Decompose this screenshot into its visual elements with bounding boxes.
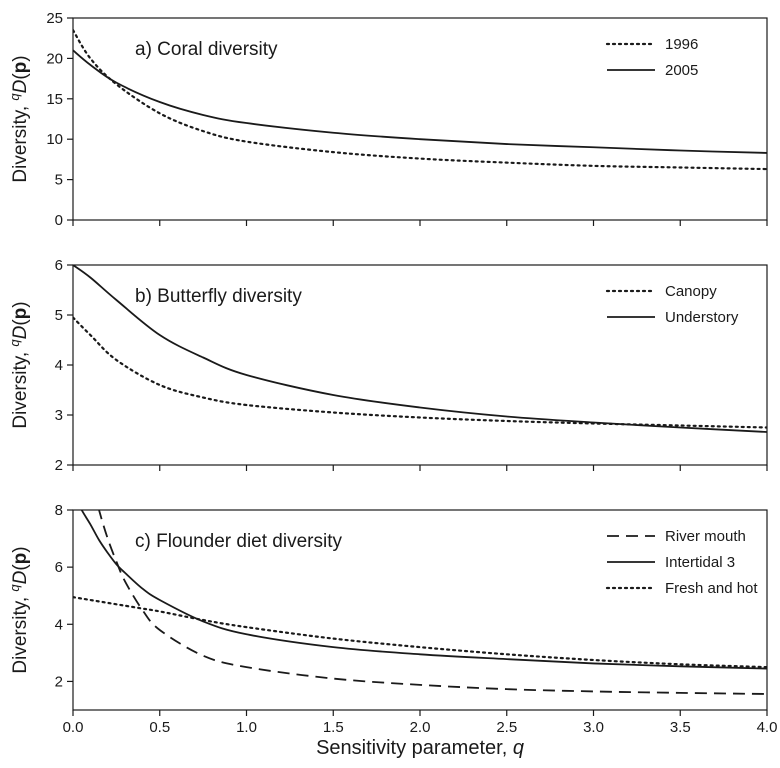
y-tick-label: 5 [55, 307, 63, 324]
y-tick-label: 0 [55, 212, 63, 229]
y-axis-label-paren: ( [10, 319, 31, 326]
y-tick-label: 8 [55, 502, 63, 519]
y-axis-label-d: D [10, 79, 31, 93]
y-tick-label: 10 [46, 131, 63, 148]
x-axis-label-var: q [513, 737, 524, 759]
y-axis-label-close: ) [10, 301, 31, 307]
legend-label: 1996 [665, 36, 698, 53]
y-tick-label: 25 [46, 10, 63, 27]
y-axis-label-text: Diversity, [10, 101, 31, 183]
y-axis-label-paren: ( [10, 564, 31, 571]
x-tick-label: 3.5 [670, 719, 691, 736]
series-line-fresh-and-hot [73, 596, 767, 669]
panel-title: c) Flounder diet diversity [135, 531, 342, 552]
y-tick-label: 20 [46, 50, 63, 67]
y-tick-label: 6 [55, 559, 63, 576]
x-tick-label: 1.5 [323, 719, 344, 736]
x-axis-label-text: Sensitivity parameter, [316, 737, 513, 759]
y-axis-label-sup: q [7, 584, 22, 592]
y-axis-label-close: ) [10, 55, 31, 61]
y-tick-label: 4 [55, 616, 63, 633]
y-axis-label: Diversity, qD(p) [7, 301, 31, 428]
legend-label: Canopy [665, 283, 717, 300]
y-axis-label: Diversity, qD(p) [7, 546, 31, 673]
series-group [73, 29, 767, 171]
x-tick-label: 4.0 [757, 719, 778, 736]
y-axis-label-close: ) [10, 546, 31, 552]
series-line-river-mouth [98, 510, 767, 695]
y-axis-label-sup: q [7, 93, 22, 101]
x-tick-label: 2.5 [496, 719, 517, 736]
panel-title: a) Coral diversity [135, 39, 278, 60]
x-axis-label: Sensitivity parameter, q [316, 737, 524, 759]
y-tick-label: 6 [55, 257, 63, 274]
legend-label: Intertidal 3 [665, 554, 735, 571]
y-axis-label-p: p [10, 553, 31, 565]
legend-label: River mouth [665, 528, 746, 545]
x-tick-label: 1.0 [236, 719, 257, 736]
series-group [73, 265, 767, 433]
y-axis-label-paren: ( [10, 73, 31, 80]
x-tick-label: 2.0 [410, 719, 431, 736]
legend-label: 2005 [665, 62, 698, 79]
panel-title: b) Butterfly diversity [135, 286, 302, 307]
series-line-1996 [73, 29, 767, 171]
legend-label: Understory [665, 309, 739, 326]
series-line-2005 [73, 49, 767, 154]
y-axis-label-p: p [10, 62, 31, 74]
legend-label: Fresh and hot [665, 580, 758, 597]
y-axis-label-d: D [10, 570, 31, 584]
y-tick-label: 3 [55, 407, 63, 424]
y-axis-label-d: D [10, 325, 31, 339]
panel-3: 2 4 6 8 0.0 0.5 1.0 1.5 2.0 2.5 3.0 3.5 4.0 Diversity… [7, 502, 778, 736]
y-tick-label: 15 [46, 91, 63, 108]
x-tick-label: 3.0 [583, 719, 604, 736]
y-tick-label: 4 [55, 357, 63, 374]
series-group [73, 510, 767, 695]
y-axis-label-text: Diversity, [10, 347, 31, 429]
series-line-canopy [73, 316, 767, 429]
panel-2: 2 3 4 5 6 Diversity, qD(p) b) Butterfly divers… [7, 257, 768, 474]
x-tick-label: 0.0 [63, 719, 84, 736]
y-axis-label-p: p [10, 308, 31, 320]
y-axis-label: Diversity, qD(p) [7, 55, 31, 182]
y-tick-label: 5 [55, 172, 63, 189]
y-tick-label: 2 [55, 673, 63, 690]
y-tick-label: 2 [55, 457, 63, 474]
x-tick-label: 0.5 [149, 719, 170, 736]
y-axis-label-sup: q [7, 339, 22, 347]
series-line-intertidal-3 [80, 510, 767, 670]
y-axis-label-text: Diversity, [10, 592, 31, 674]
panel-1: 0 5 10 15 20 25 Diversity, qD(p) a) Coral diver… [7, 10, 768, 229]
series-line-understory [73, 265, 767, 433]
